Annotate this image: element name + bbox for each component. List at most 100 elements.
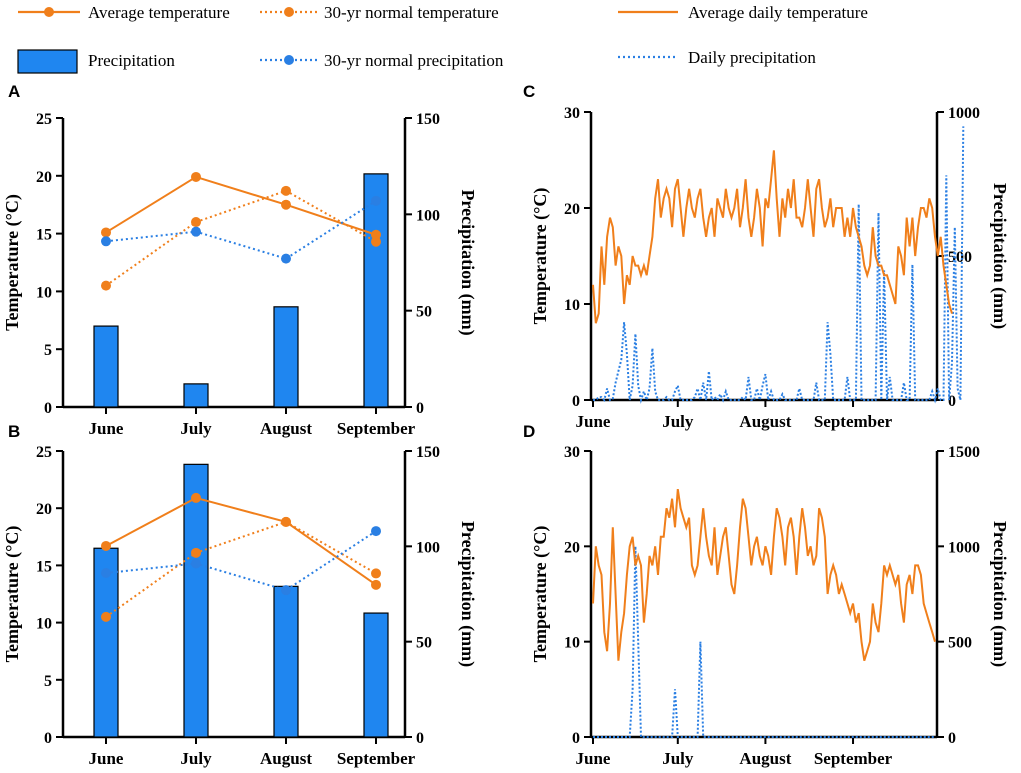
y-tick-label-left: 0 bbox=[572, 730, 580, 747]
y-tick-label-left: 20 bbox=[36, 169, 52, 186]
panel-c: C 0 10 20 30 0 500 1000 Temperature (°C) Precipit… bbox=[523, 82, 1010, 431]
x-tick-label: August bbox=[739, 749, 791, 768]
legend-item-precipitation: Precipitation bbox=[17, 49, 175, 74]
y-tick-label-right: 500 bbox=[948, 249, 972, 266]
x-tick-label: June bbox=[89, 749, 124, 768]
precipitation-bar bbox=[273, 306, 299, 408]
x-tick-label: September bbox=[337, 419, 416, 438]
y-tick-label-left: 5 bbox=[44, 673, 52, 690]
precipitation-bar bbox=[183, 383, 209, 408]
legend-item-average-temperature: Average temperature bbox=[18, 3, 230, 22]
panel-label: D bbox=[523, 422, 535, 441]
y-tick-label-left: 15 bbox=[36, 558, 52, 575]
y-axis-title-left: Temperature (°C) bbox=[530, 526, 551, 663]
daily-precipitation-line bbox=[593, 546, 935, 738]
data-point bbox=[191, 547, 201, 558]
data-point bbox=[101, 236, 111, 247]
x-tick-label: September bbox=[814, 749, 893, 768]
y-tick-label-right: 50 bbox=[416, 635, 432, 652]
y-tick-label-left: 15 bbox=[36, 227, 52, 244]
y-tick-label-left: 25 bbox=[36, 111, 52, 128]
legend-item-30yr-normal-precipitation: 30-yr normal precipitation bbox=[260, 51, 504, 70]
data-point bbox=[191, 217, 201, 228]
legend-item-30yr-normal-temperature: 30-yr normal temperature bbox=[260, 3, 499, 22]
legend-item-average-daily-temperature: Average daily temperature bbox=[618, 3, 868, 22]
y-tick-label-left: 10 bbox=[564, 635, 580, 652]
series-line bbox=[105, 189, 377, 287]
data-point bbox=[191, 226, 201, 237]
x-tick-label: June bbox=[576, 749, 611, 768]
panel-label: C bbox=[523, 82, 535, 101]
data-point bbox=[281, 199, 291, 210]
series-line bbox=[105, 200, 377, 260]
data-point bbox=[101, 227, 111, 238]
y-tick-label-left: 30 bbox=[564, 105, 580, 122]
x-tick-label: July bbox=[180, 749, 212, 768]
data-point bbox=[191, 171, 201, 182]
y-axis-title-right: Precipitation (mm) bbox=[457, 521, 478, 667]
y-axis-title-left: Temperature (°C) bbox=[2, 526, 23, 663]
y-axis-title-left: Temperature (°C) bbox=[2, 194, 23, 331]
y-tick-label-right: 500 bbox=[948, 635, 972, 652]
y-axis-title-right: Precipitation (mm) bbox=[989, 521, 1010, 667]
x-tick-label: September bbox=[337, 749, 416, 768]
x-tick-label: June bbox=[576, 412, 611, 431]
x-tick-label: August bbox=[260, 419, 312, 438]
precipitation-bar bbox=[183, 463, 209, 738]
y-tick-label-left: 10 bbox=[36, 284, 52, 301]
y-tick-label-left: 10 bbox=[36, 616, 52, 633]
legend-label: 30-yr normal precipitation bbox=[324, 51, 504, 70]
data-point bbox=[191, 492, 201, 503]
legend: Average temperature 30-yr normal tempera… bbox=[17, 3, 868, 74]
legend-label: 30-yr normal temperature bbox=[324, 3, 499, 22]
data-point bbox=[281, 185, 291, 196]
data-point bbox=[371, 568, 381, 579]
y-tick-label-right: 1500 bbox=[948, 444, 980, 461]
y-tick-label-left: 20 bbox=[564, 539, 580, 556]
y-tick-label-right: 100 bbox=[416, 207, 440, 224]
x-tick-label: July bbox=[662, 749, 694, 768]
series-line bbox=[105, 496, 377, 586]
precipitation-bar bbox=[363, 612, 389, 738]
data-point bbox=[371, 526, 381, 537]
data-point bbox=[371, 236, 381, 247]
y-tick-label-right: 0 bbox=[948, 730, 956, 747]
x-tick-label: August bbox=[260, 749, 312, 768]
legend-label: Daily precipitation bbox=[688, 48, 816, 67]
y-tick-label-left: 30 bbox=[564, 444, 580, 461]
y-tick-label-right: 0 bbox=[948, 393, 956, 410]
y-axis-title-right: Precipitation (mm) bbox=[989, 183, 1010, 329]
y-tick-label-left: 0 bbox=[572, 393, 580, 410]
series-line bbox=[105, 530, 377, 592]
y-tick-label-left: 5 bbox=[44, 342, 52, 359]
panel-d: D 0 10 20 30 0 500 1000 1500 Temperature (°C) Prec… bbox=[523, 422, 1010, 768]
y-axis-title-right: Precipitation (mm) bbox=[457, 189, 478, 335]
y-tick-label-right: 0 bbox=[416, 400, 424, 417]
x-tick-label: July bbox=[662, 412, 694, 431]
data-point bbox=[371, 195, 381, 206]
precipitation-bar bbox=[273, 585, 299, 738]
y-tick-label-right: 100 bbox=[416, 539, 440, 556]
panel-a: A 0 5 10 15 20 25 0 50 100 150 Temperature (°C) Prec… bbox=[2, 82, 478, 438]
data-point bbox=[101, 280, 111, 291]
data-point bbox=[191, 558, 201, 569]
y-tick-label-right: 150 bbox=[416, 444, 440, 461]
x-tick-label: June bbox=[89, 419, 124, 438]
y-axis-title-left: Temperature (°C) bbox=[530, 188, 551, 325]
x-tick-label: July bbox=[180, 419, 212, 438]
data-point bbox=[371, 229, 381, 240]
legend-label: Average daily temperature bbox=[688, 3, 868, 22]
data-point bbox=[101, 568, 111, 579]
data-point bbox=[371, 579, 381, 590]
series-line bbox=[105, 520, 377, 618]
y-tick-label-right: 150 bbox=[416, 111, 440, 128]
data-point bbox=[281, 253, 291, 264]
y-tick-label-right: 50 bbox=[416, 304, 432, 321]
y-tick-label-right: 1000 bbox=[948, 105, 980, 122]
series-line bbox=[105, 175, 377, 236]
panel-b: B 0 5 10 15 20 25 0 50 100 150 Temperature (°C) Prec… bbox=[2, 422, 478, 768]
panel-label: B bbox=[8, 422, 20, 441]
legend-label: Precipitation bbox=[88, 51, 175, 70]
panel-label: A bbox=[8, 82, 20, 101]
daily-temperature-line bbox=[592, 150, 953, 324]
